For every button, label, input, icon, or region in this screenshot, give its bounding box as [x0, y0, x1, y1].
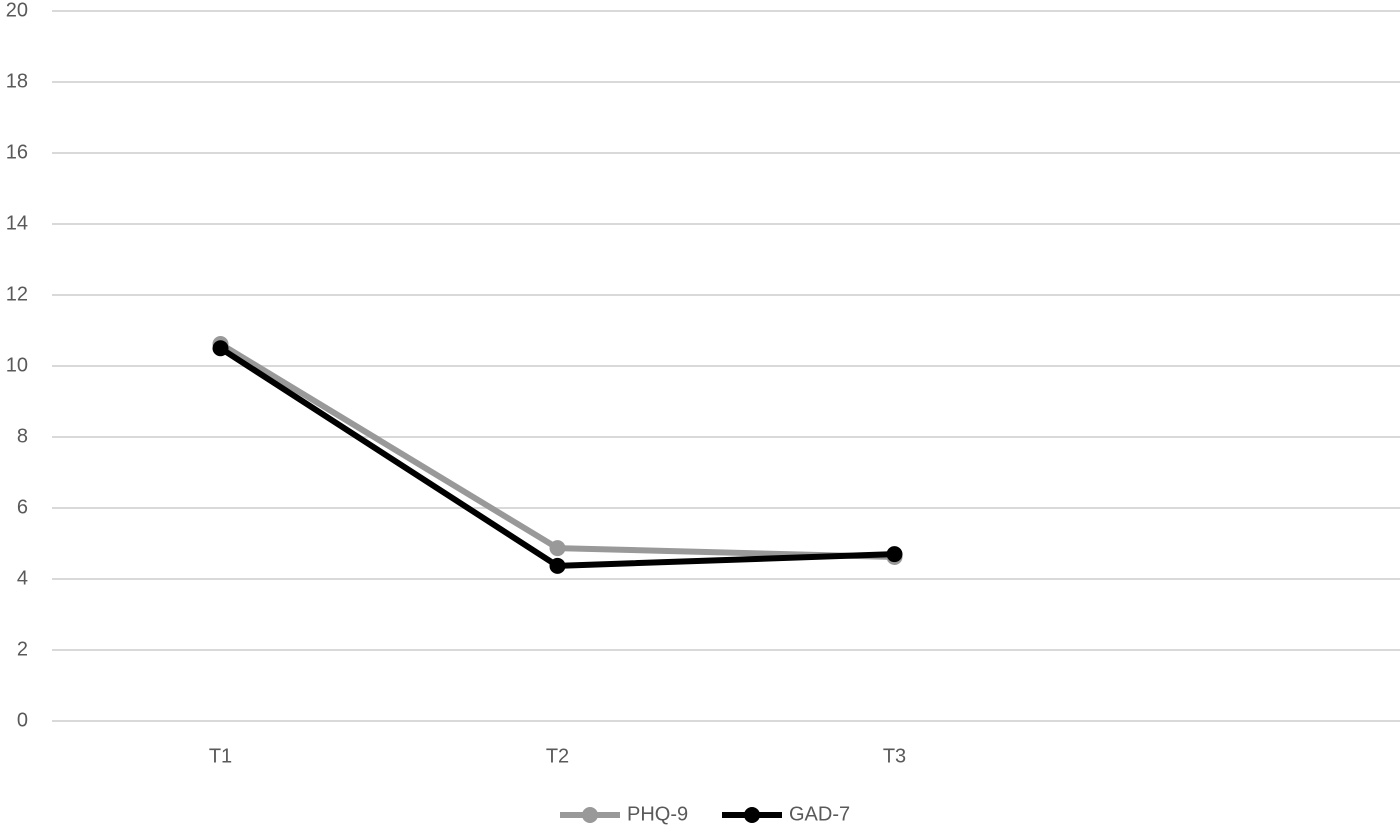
- y-tick-label: 20: [6, 0, 28, 21]
- legend-marker: [582, 807, 598, 823]
- legend-marker: [744, 807, 760, 823]
- y-tick-label: 4: [17, 567, 28, 589]
- y-tick-label: 10: [6, 354, 28, 376]
- y-tick-label: 18: [6, 70, 28, 92]
- x-tick-label: T1: [209, 745, 232, 767]
- y-tick-label: 2: [17, 638, 28, 660]
- y-tick-label: 0: [17, 709, 28, 731]
- y-tick-label: 8: [17, 425, 28, 447]
- point: [549, 557, 566, 574]
- series-line: [218, 341, 895, 560]
- point: [549, 540, 566, 557]
- point: [886, 546, 903, 563]
- y-tick-label: 6: [17, 496, 28, 518]
- y-tick-label: 12: [6, 283, 28, 305]
- series-line: [218, 345, 895, 569]
- legend-label: GAD-7: [789, 803, 850, 825]
- legend-label: PHQ-9: [627, 803, 688, 825]
- x-tick-label: T2: [546, 745, 569, 767]
- point: [212, 340, 229, 357]
- y-tick-label: 16: [6, 141, 28, 163]
- y-tick-label: 14: [6, 212, 28, 234]
- x-tick-label: T3: [883, 745, 906, 767]
